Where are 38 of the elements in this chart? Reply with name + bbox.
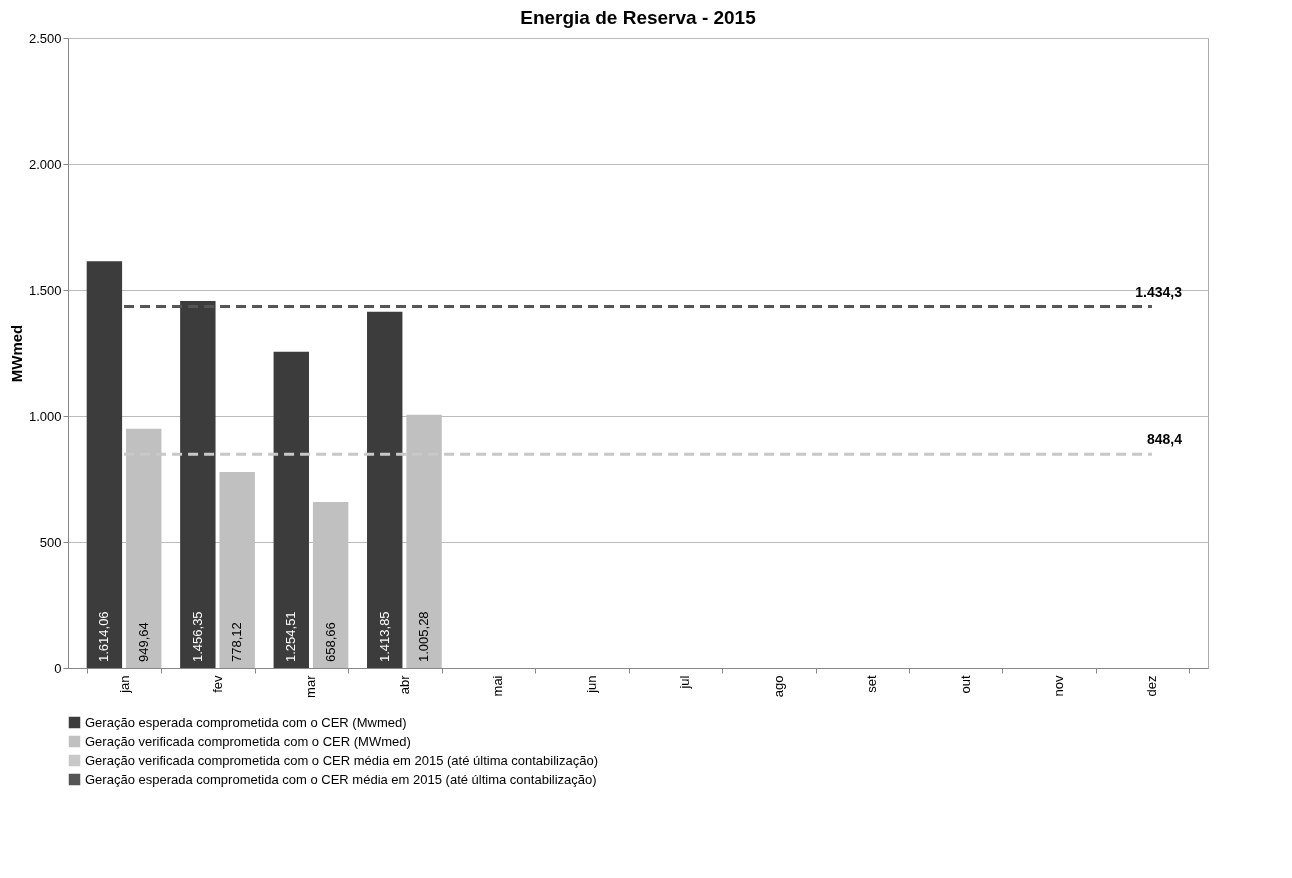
y-tick-label: 2.500 xyxy=(28,30,62,46)
legend-label: Geração esperada comprometida com o CER média em 2015 (até última contabilização) xyxy=(85,771,597,787)
x-tick-label: ago xyxy=(770,675,786,698)
data-label: 848,4 xyxy=(1146,431,1183,448)
data-label: 1.614,06 xyxy=(96,611,112,662)
y-tick-label: 1.000 xyxy=(28,408,62,424)
data-label: 778,12 xyxy=(229,622,245,662)
x-tick-label: dez xyxy=(1144,675,1160,697)
legend-label: Geração verificada comprometida com o CER (MWmed) xyxy=(85,733,411,749)
bar xyxy=(86,261,123,668)
x-tick-label: mar xyxy=(303,674,319,698)
x-tick-label: fev xyxy=(210,675,226,693)
x-tick-label: out xyxy=(957,675,973,694)
data-label: 1.254,51 xyxy=(283,611,299,662)
x-tick-label: nov xyxy=(1050,675,1066,697)
y-tick-label: 1.500 xyxy=(28,282,62,298)
data-label: 1.005,28 xyxy=(416,611,432,662)
data-label: 949,64 xyxy=(135,622,151,662)
data-label: 658,66 xyxy=(322,622,338,662)
bar xyxy=(367,311,403,668)
x-tick-label: jun xyxy=(583,675,599,694)
y-tick-label: 500 xyxy=(39,534,62,550)
y-tick-label: 0 xyxy=(54,660,62,676)
data-label: 1.413,85 xyxy=(376,611,392,662)
y-axis-title: MWmed xyxy=(7,324,25,383)
data-label: 1.434,3 xyxy=(1135,283,1183,300)
x-tick-label: jul xyxy=(677,675,693,690)
chart-title: Energia de Reserva - 2015 xyxy=(520,7,757,28)
bar xyxy=(273,351,309,668)
bar xyxy=(180,301,216,668)
data-label: 1.456,35 xyxy=(189,611,205,662)
x-tick-label: abr xyxy=(396,674,412,695)
x-tick-label: mai xyxy=(490,675,506,697)
y-tick-label: 2.000 xyxy=(28,156,62,172)
x-tick-label: set xyxy=(864,675,880,693)
legend-label: Geração verificada comprometida com o CER média em 2015 (até última contabilização) xyxy=(85,752,599,768)
x-tick-label: jan xyxy=(116,675,132,694)
legend-label: Geração esperada comprometida com o CER (Mwmed) xyxy=(85,714,407,730)
